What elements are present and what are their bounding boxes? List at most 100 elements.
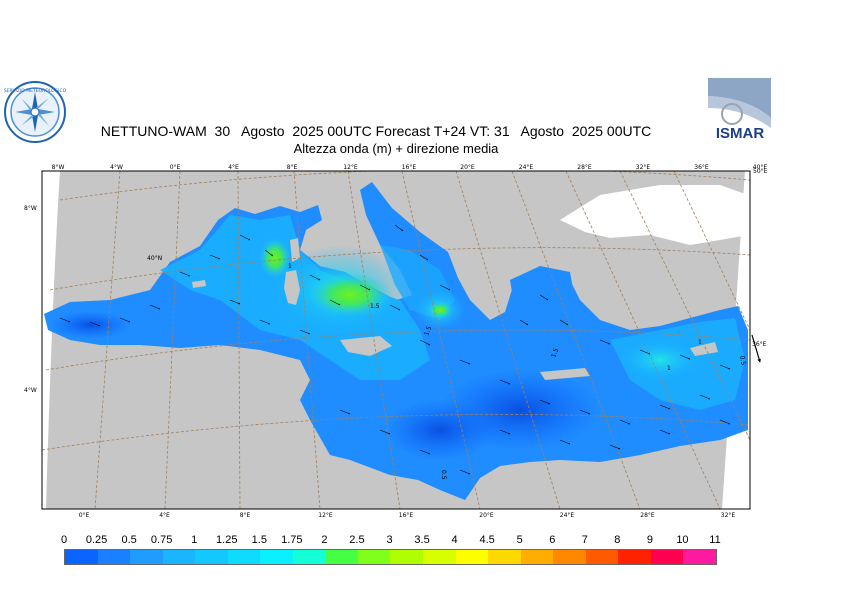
- contour-label: 1.5: [423, 325, 433, 337]
- colorbar-swatch: [130, 550, 163, 564]
- island-corsica: [290, 238, 300, 262]
- colorbar: [64, 549, 717, 565]
- map-frame: [41, 170, 751, 510]
- bottom-longitude-tick: 8°E: [240, 512, 251, 519]
- colorbar-swatch: [585, 550, 619, 564]
- island-sardinia: [284, 270, 300, 305]
- top-right-label: 50°E: [753, 168, 768, 175]
- colorbar-swatch: [195, 550, 228, 564]
- contour-label: 0.5: [738, 355, 747, 366]
- logo-left-text: SERVIZIO METEOROLOGICO: [4, 88, 67, 94]
- bottom-longitude-tick: 20°E: [479, 512, 494, 519]
- top-longitude-tick: 28°E: [577, 164, 592, 171]
- colorbar-label: 1: [191, 534, 198, 546]
- colorbar-swatch: [520, 550, 554, 564]
- colorbar-labels: 0 0.25 0.5 0.75 1 1.25 1.5 1.75 2 2.5 3 3.5 4 4.5 5 6 7 8…: [0, 534, 842, 548]
- bottom-longitude-tick: 16°E: [399, 512, 414, 519]
- colorbar-swatch: [488, 550, 521, 564]
- island-balearic: [192, 280, 206, 288]
- colorbar-label: 0.25: [85, 534, 108, 546]
- colorbar-swatch: [260, 550, 293, 564]
- top-longitude-tick: 4°W: [110, 164, 123, 171]
- top-longitude-tick: 20°E: [460, 164, 475, 171]
- graticule: [42, 171, 750, 509]
- top-longitude-tick: 36°E: [694, 164, 709, 171]
- colorbar-swatch: [227, 550, 261, 564]
- map-title: NETTUNO-WAM 30 Agosto 2025 00UTC Forecas…: [100, 123, 652, 139]
- colorbar-label: 1.75: [281, 534, 303, 546]
- top-longitude-ticks: 8°W 4°W 0°E 4°E 8°E 12°E 16°E 20°E 24°E 28°E 32°E 3…: [52, 164, 768, 171]
- bottom-longitude-tick: 0°E: [79, 512, 90, 519]
- island-crete: [540, 368, 590, 380]
- bottom-longitude-tick: 32°E: [721, 512, 736, 519]
- sea-zone-high-adriatic: [428, 302, 452, 318]
- edge-direction-arrow: [751, 334, 761, 363]
- island-sicily: [340, 336, 392, 356]
- contour-label: 1.5: [550, 347, 560, 359]
- colorbar-label: 4: [451, 534, 458, 546]
- meteo-service-logo: SERVIZIO METEOROLOGICO: [4, 81, 67, 143]
- colorbar-label: 1.25: [216, 534, 238, 546]
- top-longitude-tick: 32°E: [636, 164, 651, 171]
- colorbar-swatch: [455, 550, 489, 564]
- colorbar-swatch: [357, 550, 391, 564]
- colorbar-label: 3: [386, 534, 393, 546]
- colorbar-label: 11: [709, 534, 721, 546]
- sea-zone-high-ligurian: [259, 238, 291, 278]
- contour-label: 1.5: [370, 303, 380, 310]
- contour-label: 1: [288, 263, 292, 270]
- sea-zone-high-tyrrhenian: [308, 273, 392, 317]
- colorbar-swatch: [618, 550, 651, 564]
- colorbar-label: 2.5: [349, 534, 365, 546]
- sea-aegean: [510, 266, 575, 350]
- top-longitude-tick: 4°E: [228, 164, 239, 171]
- top-longitude-tick: 16°E: [402, 164, 417, 171]
- colorbar-label: 0.5: [121, 534, 137, 546]
- compass-rose-icon: [15, 92, 55, 132]
- colorbar-label: 0.75: [150, 534, 173, 546]
- left-tick: 40°N: [147, 255, 162, 262]
- contour-label: 1: [667, 365, 671, 372]
- colorbar-swatch: [390, 550, 424, 564]
- top-longitude-tick: 12°E: [343, 164, 358, 171]
- top-longitude-tick: 0°E: [170, 164, 181, 171]
- colorbar-label: 9: [646, 534, 653, 546]
- top-longitude-tick: 8°W: [52, 164, 65, 171]
- colorbar-swatch: [162, 550, 196, 564]
- colorbar-swatch: [65, 550, 98, 564]
- top-longitude-tick: 40°E: [753, 164, 768, 171]
- sea-zone-dark-west: [50, 311, 130, 339]
- contour-labels: 1.5 1.5 1.5 1 1 1 0.5 0.5: [288, 263, 747, 480]
- colorbar-label: 8: [614, 534, 621, 546]
- left-tick: 8°W: [24, 205, 37, 212]
- colorbar-label: 7: [581, 534, 588, 546]
- colorbar-swatch: [683, 550, 716, 564]
- colorbar-label: 5: [516, 534, 523, 546]
- colorbar-label: 2: [321, 534, 328, 546]
- top-longitude-tick: 8°E: [287, 164, 298, 171]
- colorbar-label: 6: [549, 534, 556, 546]
- colorbar-swatch: [650, 550, 684, 564]
- colorbar-label: 4.5: [479, 534, 495, 546]
- right-tick: 36°E: [752, 341, 767, 348]
- left-tick: 4°W: [24, 387, 37, 394]
- bottom-longitude-tick: 12°E: [318, 512, 333, 519]
- colorbar-swatch: [423, 550, 456, 564]
- top-longitude-tick: 24°E: [519, 164, 534, 171]
- bottom-longitude-ticks: 0°E 4°E 8°E 12°E 16°E 20°E 24°E 28°E 32°E: [79, 512, 736, 519]
- colorbar-swatch: [325, 550, 358, 564]
- sea-zone-dark-south: [385, 400, 495, 460]
- projection-outside-left: [42, 171, 60, 509]
- bottom-longitude-tick: 24°E: [560, 512, 575, 519]
- black-sea-area: [560, 185, 748, 245]
- bottom-longitude-tick: 4°E: [159, 512, 170, 519]
- ismar-logo: ISMAR: [708, 78, 771, 142]
- colorbar-swatch: [553, 550, 586, 564]
- island-cyprus: [690, 342, 718, 356]
- colorbar-label: 10: [676, 534, 689, 546]
- colorbar-swatch: [97, 550, 131, 564]
- ismar-logo-text: ISMAR: [716, 125, 765, 142]
- sea-zone-medium-levant: [620, 340, 700, 380]
